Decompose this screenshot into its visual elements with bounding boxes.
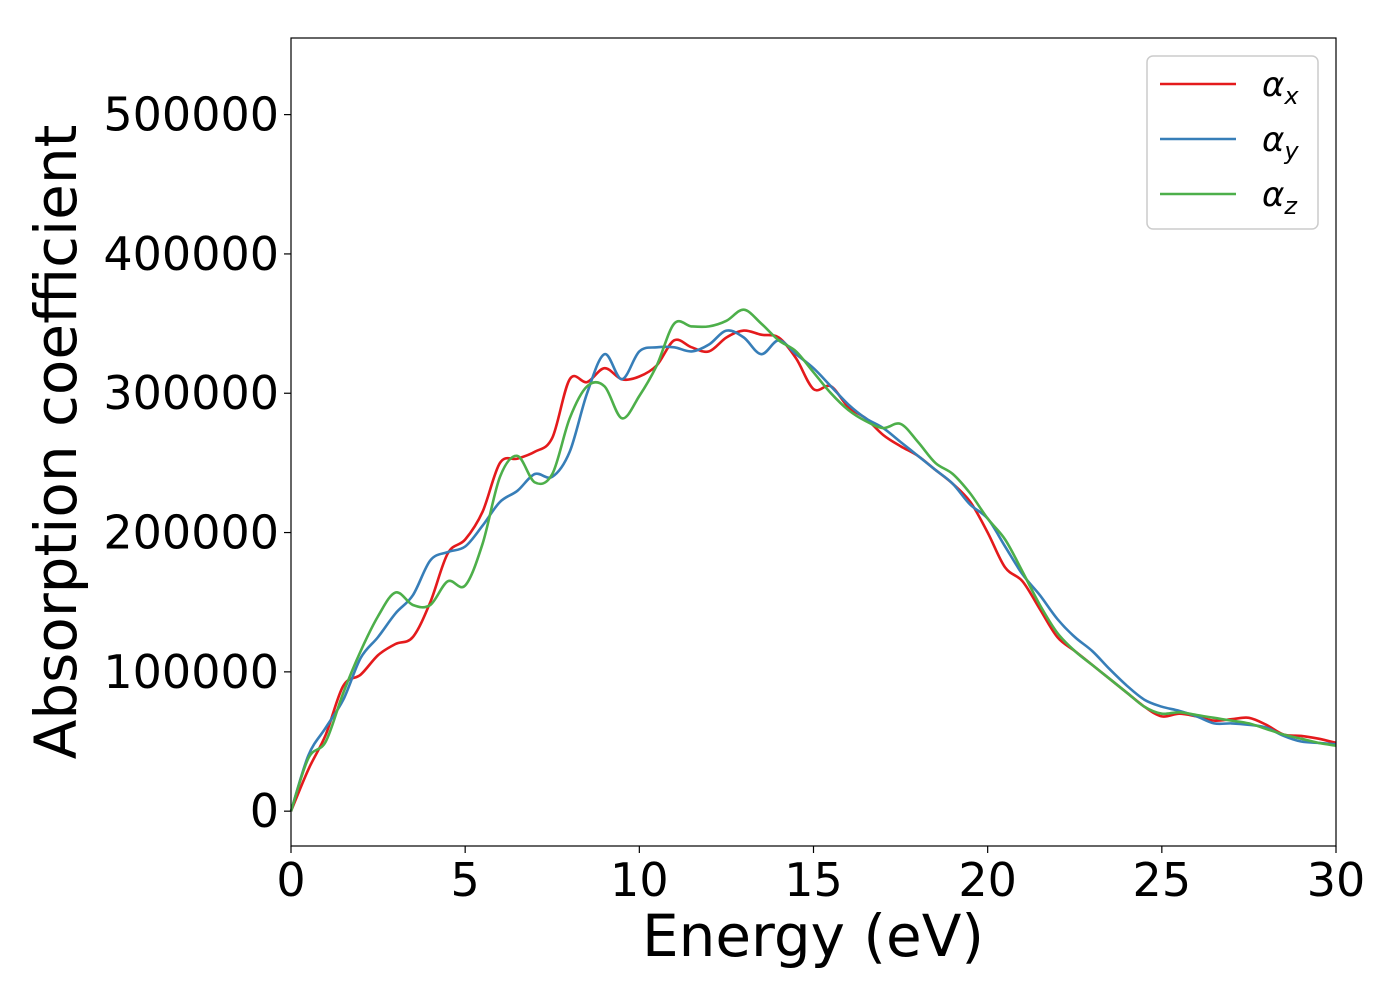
y-tick-label: 400000 <box>103 227 279 281</box>
x-tick-label: 15 <box>784 853 843 907</box>
y-axis-title: Absorption coefficient <box>22 125 90 760</box>
y-tick-label: 300000 <box>103 366 279 420</box>
x-tick-label: 5 <box>451 853 480 907</box>
legend-box <box>1146 55 1319 230</box>
legend-label-subscript: y <box>1283 137 1299 165</box>
legend-label-base: α <box>1262 120 1284 160</box>
x-axis-title: Energy (eV) <box>642 902 984 970</box>
x-tick-label: 10 <box>610 853 669 907</box>
series-line-x <box>289 329 1337 812</box>
legend-label-x: αx <box>1262 65 1299 110</box>
legend-label-y: αy <box>1262 120 1299 165</box>
x-tick-label: 0 <box>276 853 305 907</box>
legend-label-z: αz <box>1262 175 1298 220</box>
y-tick-label: 200000 <box>103 506 279 560</box>
series-line-y <box>289 329 1337 812</box>
x-tick-label: 25 <box>1133 853 1192 907</box>
x-tick-label: 20 <box>958 853 1017 907</box>
x-axis: 0 5 10 15 20 25 30 <box>276 846 1365 907</box>
y-tick-label: 500000 <box>103 88 279 142</box>
legend-label-subscript: z <box>1283 192 1298 220</box>
legend-label-base: α <box>1262 175 1284 215</box>
series-line-z <box>289 308 1337 812</box>
legend-label-base: α <box>1262 65 1284 105</box>
y-axis: 0 100000 200000 300000 400000 500000 <box>103 88 291 838</box>
y-tick-label: 0 <box>250 784 279 838</box>
series-layer <box>289 308 1337 812</box>
y-tick-label: 100000 <box>103 645 279 699</box>
x-tick-label: 30 <box>1307 853 1366 907</box>
legend-label-subscript: x <box>1283 82 1299 110</box>
